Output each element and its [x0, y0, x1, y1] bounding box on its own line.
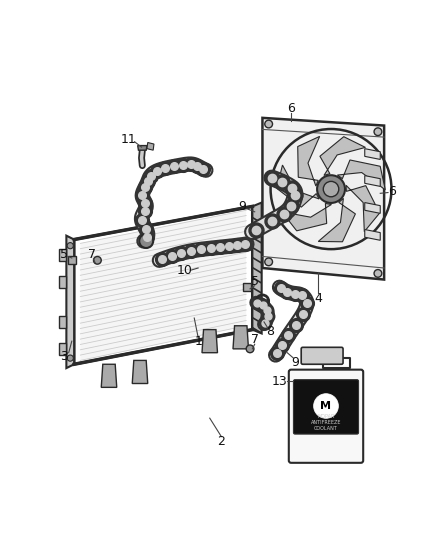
Circle shape — [67, 355, 73, 361]
Circle shape — [317, 175, 345, 203]
Text: 7: 7 — [251, 333, 259, 346]
Text: 4: 4 — [314, 292, 322, 305]
Text: 13: 13 — [272, 375, 287, 387]
Polygon shape — [365, 149, 380, 159]
Text: 10: 10 — [177, 264, 193, 277]
Polygon shape — [132, 360, 148, 384]
Polygon shape — [277, 165, 319, 207]
Polygon shape — [365, 203, 380, 213]
Text: 9: 9 — [291, 356, 299, 369]
Polygon shape — [252, 203, 261, 334]
Polygon shape — [262, 118, 384, 280]
Polygon shape — [147, 142, 154, 150]
Circle shape — [67, 243, 73, 249]
Polygon shape — [346, 185, 380, 232]
Polygon shape — [59, 343, 67, 355]
Circle shape — [374, 270, 382, 277]
FancyBboxPatch shape — [301, 348, 343, 364]
Polygon shape — [282, 204, 332, 231]
Text: COOLANT: COOLANT — [314, 426, 338, 431]
Polygon shape — [59, 316, 67, 328]
Polygon shape — [337, 160, 385, 190]
Text: 3: 3 — [60, 350, 68, 363]
Polygon shape — [233, 326, 248, 349]
Text: 2: 2 — [217, 435, 225, 448]
Polygon shape — [318, 198, 355, 242]
Polygon shape — [68, 256, 76, 264]
FancyBboxPatch shape — [289, 370, 363, 463]
Circle shape — [93, 256, 101, 264]
Polygon shape — [202, 329, 218, 353]
Polygon shape — [320, 136, 365, 175]
Text: ANTIFREEZE: ANTIFREEZE — [311, 421, 341, 425]
Text: 5: 5 — [251, 274, 259, 288]
Polygon shape — [298, 136, 320, 186]
Circle shape — [323, 181, 339, 197]
Polygon shape — [243, 284, 251, 291]
Text: 6: 6 — [388, 184, 396, 198]
Text: 8: 8 — [266, 326, 274, 338]
Text: 1: 1 — [194, 335, 202, 348]
Text: 9: 9 — [238, 200, 246, 213]
Polygon shape — [67, 236, 74, 368]
Text: 5: 5 — [60, 248, 68, 261]
Polygon shape — [80, 210, 246, 360]
Circle shape — [139, 234, 153, 248]
Circle shape — [246, 345, 254, 353]
Text: M: M — [321, 401, 332, 411]
Text: 7: 7 — [88, 248, 96, 261]
Polygon shape — [365, 175, 380, 187]
Circle shape — [374, 128, 382, 135]
Text: 11: 11 — [120, 133, 136, 146]
Circle shape — [265, 120, 272, 128]
FancyBboxPatch shape — [293, 379, 359, 434]
Circle shape — [314, 394, 339, 418]
Polygon shape — [138, 146, 147, 150]
Polygon shape — [59, 249, 67, 261]
Text: 6: 6 — [287, 102, 295, 115]
Text: MOPAR: MOPAR — [317, 414, 335, 419]
Polygon shape — [365, 230, 380, 240]
Circle shape — [265, 258, 272, 265]
Polygon shape — [59, 276, 67, 288]
Polygon shape — [101, 364, 117, 387]
